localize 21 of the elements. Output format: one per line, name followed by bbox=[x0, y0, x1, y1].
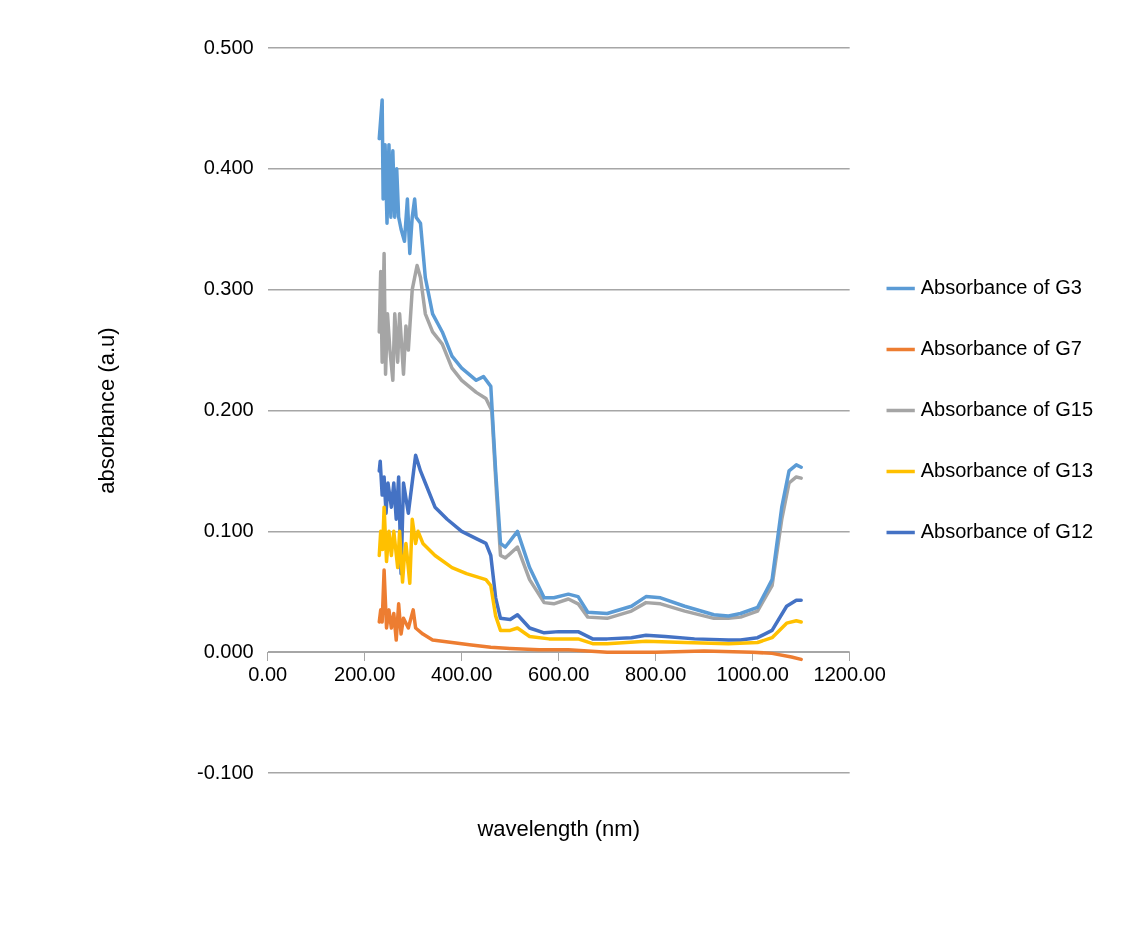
x-tick-label: 0.00 bbox=[248, 662, 288, 685]
x-axis-title: wavelength (nm) bbox=[476, 816, 641, 842]
y-tick-label: 0.100 bbox=[203, 518, 254, 541]
y-tick-label: 0.300 bbox=[203, 277, 254, 300]
x-tick-label: 800.00 bbox=[625, 662, 687, 685]
legend-label: Absorbance of G7 bbox=[920, 337, 1082, 360]
legend-label: Absorbance of G15 bbox=[920, 398, 1094, 421]
y-tick-label: 0.400 bbox=[203, 156, 254, 179]
y-axis-title: absorbance (a.u) bbox=[93, 327, 119, 494]
x-tick-label: 1000.00 bbox=[716, 662, 789, 685]
y-tick-label: -0.100 bbox=[196, 760, 254, 783]
x-tick-label: 400.00 bbox=[431, 662, 493, 685]
legend-label: Absorbance of G12 bbox=[920, 520, 1094, 543]
legend-label: Absorbance of G13 bbox=[920, 459, 1094, 482]
y-tick-label: 0.500 bbox=[203, 35, 254, 58]
legend-label: Absorbance of G3 bbox=[920, 276, 1082, 299]
x-tick-label: 1200.00 bbox=[813, 662, 886, 685]
y-tick-label: 0.200 bbox=[203, 398, 254, 421]
x-tick-label: 200.00 bbox=[334, 662, 396, 685]
y-tick-label: 0.000 bbox=[203, 639, 254, 662]
x-tick-label: 600.00 bbox=[528, 662, 590, 685]
